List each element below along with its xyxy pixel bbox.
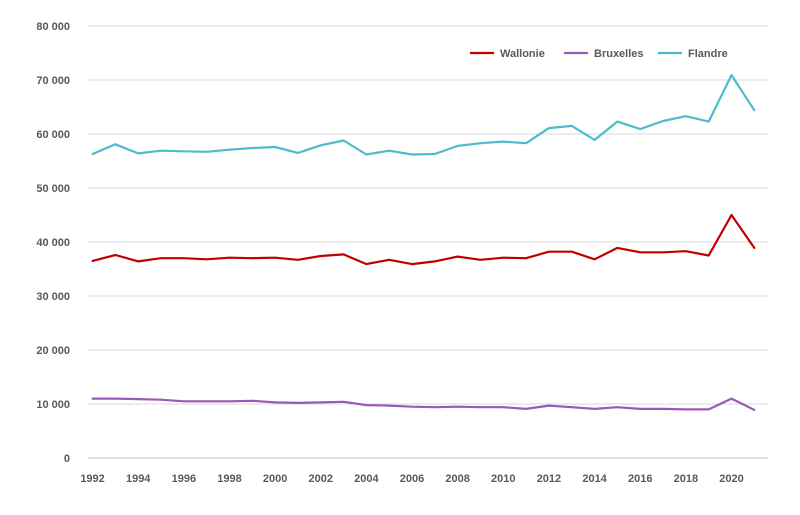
x-tick-label: 2002 [309, 473, 333, 485]
x-tick-label: 2012 [537, 473, 561, 485]
x-tick-label: 1996 [172, 473, 196, 485]
legend-label: Bruxelles [594, 48, 644, 60]
y-tick-label: 10 000 [36, 399, 70, 411]
x-tick-label: 2004 [354, 473, 379, 485]
y-tick-label: 30 000 [36, 291, 70, 303]
y-axis-tick-labels: 0 10 000 20 000 30 000 40 000 50 000 60 000 70 … [36, 21, 70, 465]
x-tick-label: 1998 [217, 473, 241, 485]
x-axis-tick-labels: 1992 1994 1996 1998 2000 2002 2004 2006 2008 2010… [80, 473, 743, 485]
y-tick-label: 80 000 [36, 21, 70, 33]
gridlines [88, 25, 768, 405]
legend: Wallonie Bruxelles Flandre [470, 48, 728, 60]
series-line-bruxelles [91, 397, 756, 411]
series-line-flandre [91, 73, 756, 156]
x-tick-label: 2014 [582, 473, 607, 485]
y-tick-label: 70 000 [36, 75, 70, 87]
y-tick-label: 0 [64, 453, 70, 465]
legend-label: Flandre [688, 48, 728, 60]
y-tick-label: 40 000 [36, 237, 70, 249]
x-tick-label: 2006 [400, 473, 424, 485]
y-tick-label: 20 000 [36, 345, 70, 357]
y-tick-label: 60 000 [36, 129, 70, 141]
y-tick-label: 50 000 [36, 183, 70, 195]
x-tick-label: 2008 [445, 473, 469, 485]
x-tick-label: 1994 [126, 473, 151, 485]
series-line-wallonie [91, 213, 756, 266]
series-lines [91, 73, 756, 411]
x-tick-label: 2020 [719, 473, 743, 485]
x-tick-label: 2018 [674, 473, 698, 485]
x-tick-label: 2010 [491, 473, 515, 485]
x-tick-label: 2016 [628, 473, 652, 485]
x-tick-label: 2000 [263, 473, 287, 485]
legend-label: Wallonie [500, 48, 545, 60]
x-tick-label: 1992 [80, 473, 104, 485]
